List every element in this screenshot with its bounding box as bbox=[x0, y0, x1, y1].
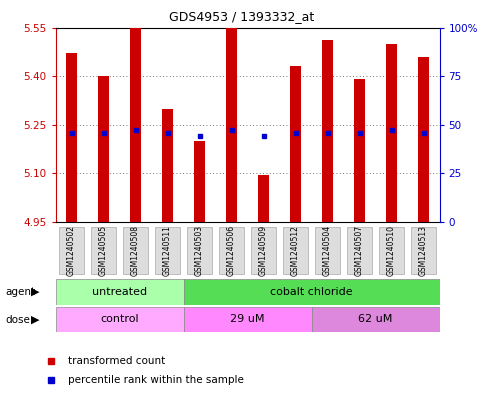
Bar bbox=[56, 307, 184, 332]
Bar bbox=[258, 175, 269, 222]
Bar bbox=[312, 307, 440, 332]
Bar bbox=[347, 227, 372, 274]
Text: GSM1240506: GSM1240506 bbox=[227, 225, 236, 276]
Text: transformed count: transformed count bbox=[69, 356, 166, 366]
Bar bbox=[59, 227, 84, 274]
Bar bbox=[91, 227, 116, 274]
Bar bbox=[290, 66, 301, 222]
Bar bbox=[184, 279, 440, 305]
Bar bbox=[226, 28, 237, 222]
Text: GSM1240507: GSM1240507 bbox=[355, 225, 364, 276]
Text: ▶: ▶ bbox=[30, 287, 39, 297]
Bar bbox=[56, 279, 184, 305]
Text: control: control bbox=[100, 314, 139, 324]
Text: untreated: untreated bbox=[92, 287, 147, 297]
Text: GSM1240502: GSM1240502 bbox=[67, 225, 76, 276]
Text: cobalt chloride: cobalt chloride bbox=[270, 287, 353, 297]
Bar bbox=[315, 227, 340, 274]
Bar bbox=[386, 44, 397, 222]
Text: GSM1240503: GSM1240503 bbox=[195, 225, 204, 276]
Bar bbox=[283, 227, 308, 274]
Text: GDS4953 / 1393332_at: GDS4953 / 1393332_at bbox=[169, 10, 314, 23]
Text: dose: dose bbox=[6, 314, 31, 325]
Text: GSM1240508: GSM1240508 bbox=[131, 225, 140, 276]
Text: agent: agent bbox=[6, 287, 36, 297]
Text: 29 uM: 29 uM bbox=[230, 314, 265, 324]
Bar bbox=[418, 57, 429, 222]
Bar bbox=[123, 227, 148, 274]
Bar bbox=[379, 227, 404, 274]
Text: GSM1240509: GSM1240509 bbox=[259, 225, 268, 276]
Text: GSM1240512: GSM1240512 bbox=[291, 225, 300, 276]
Text: GSM1240511: GSM1240511 bbox=[163, 225, 172, 276]
Bar bbox=[162, 108, 173, 222]
Bar bbox=[194, 141, 205, 222]
Bar bbox=[354, 79, 365, 222]
Text: GSM1240513: GSM1240513 bbox=[419, 225, 428, 276]
Text: GSM1240505: GSM1240505 bbox=[99, 225, 108, 276]
Text: percentile rank within the sample: percentile rank within the sample bbox=[69, 375, 244, 386]
Bar bbox=[219, 227, 244, 274]
Bar bbox=[411, 227, 436, 274]
Bar bbox=[184, 307, 312, 332]
Bar bbox=[251, 227, 276, 274]
Text: GSM1240510: GSM1240510 bbox=[387, 225, 396, 276]
Bar bbox=[155, 227, 180, 274]
Bar bbox=[322, 40, 333, 222]
Bar bbox=[130, 28, 141, 222]
Bar bbox=[187, 227, 212, 274]
Text: 62 uM: 62 uM bbox=[358, 314, 393, 324]
Text: ▶: ▶ bbox=[30, 314, 39, 325]
Bar bbox=[98, 76, 109, 222]
Text: GSM1240504: GSM1240504 bbox=[323, 225, 332, 276]
Bar bbox=[66, 53, 77, 222]
